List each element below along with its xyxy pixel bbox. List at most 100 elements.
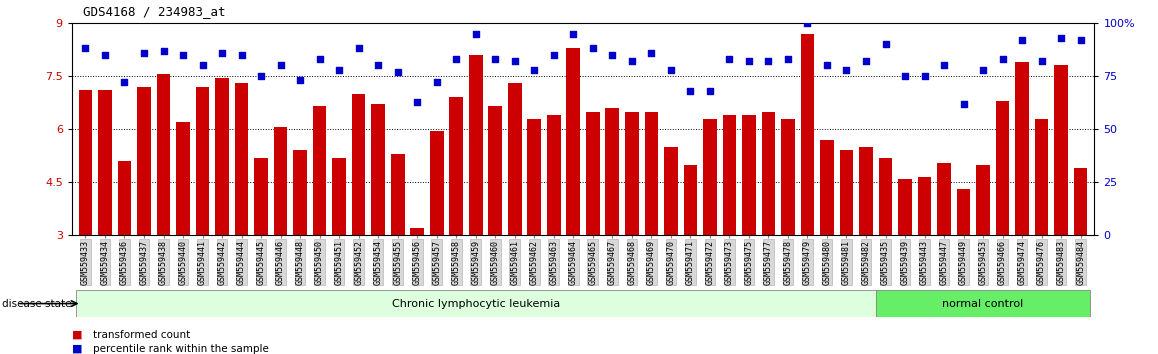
Bar (352, 94, 366, 235)
Bar (410, 228, 424, 235)
Bar (1035, 119, 1048, 235)
Text: normal control: normal control (943, 298, 1024, 309)
Point (857, 58, 875, 64)
Bar (859, 147, 873, 235)
Bar (156, 74, 170, 235)
Bar (98, 90, 112, 235)
Bar (1073, 168, 1087, 235)
Point (798, 20, 816, 26)
Point (193, 63, 212, 68)
Bar (1054, 65, 1068, 235)
Point (954, 101, 973, 107)
Bar (118, 161, 131, 235)
Bar (762, 112, 775, 235)
Bar (899, 179, 911, 235)
Text: ■: ■ (72, 344, 82, 354)
Point (447, 56, 466, 62)
Bar (664, 147, 677, 235)
Bar (196, 87, 210, 235)
Bar (937, 163, 951, 235)
Bar (840, 150, 853, 235)
Bar (1016, 62, 1029, 235)
Point (935, 63, 953, 68)
Bar (820, 140, 834, 235)
Point (134, 50, 153, 56)
Bar (430, 131, 444, 235)
Text: transformed count: transformed count (93, 330, 190, 339)
Point (251, 73, 270, 79)
Point (271, 63, 290, 68)
Point (544, 52, 563, 58)
Point (76, 46, 95, 51)
Bar (176, 122, 190, 235)
Bar (742, 115, 756, 235)
Bar (391, 154, 404, 235)
Bar (606, 108, 620, 235)
Bar (449, 97, 463, 235)
Point (213, 50, 232, 56)
Bar (332, 158, 346, 235)
Point (291, 78, 309, 83)
Text: disease state: disease state (2, 298, 72, 309)
Point (330, 67, 349, 73)
Point (818, 63, 836, 68)
Bar (313, 106, 327, 235)
Bar (137, 87, 151, 235)
Point (584, 46, 602, 51)
Bar (996, 101, 1010, 235)
Bar (683, 165, 697, 235)
Bar (235, 83, 249, 235)
Bar (215, 78, 229, 235)
Point (701, 88, 719, 94)
Point (603, 52, 622, 58)
Point (525, 67, 543, 73)
Bar (800, 34, 814, 235)
Point (233, 52, 251, 58)
Bar (782, 119, 794, 235)
Point (778, 56, 797, 62)
Bar (875, 290, 1091, 317)
Bar (547, 115, 560, 235)
Bar (273, 127, 287, 235)
Point (350, 46, 368, 51)
Point (720, 56, 739, 62)
Point (1071, 37, 1090, 43)
Bar (723, 115, 736, 235)
Point (994, 56, 1012, 62)
Point (408, 99, 426, 104)
Bar (372, 104, 384, 235)
Point (388, 69, 406, 75)
Bar (957, 189, 970, 235)
Bar (917, 177, 931, 235)
Text: Chronic lymphocytic leukemia: Chronic lymphocytic leukemia (391, 298, 559, 309)
Bar (255, 158, 267, 235)
Text: ■: ■ (72, 330, 82, 339)
Bar (879, 158, 893, 235)
Bar (79, 90, 93, 235)
Point (154, 48, 173, 53)
Point (427, 80, 446, 85)
Point (681, 88, 699, 94)
Point (174, 52, 192, 58)
Point (115, 80, 133, 85)
Bar (527, 119, 541, 235)
Point (642, 50, 660, 56)
Point (661, 67, 680, 73)
Bar (293, 150, 307, 235)
Point (1033, 58, 1051, 64)
Point (467, 31, 485, 36)
Bar (703, 119, 717, 235)
Point (896, 73, 915, 79)
Point (623, 58, 642, 64)
Text: percentile rank within the sample: percentile rank within the sample (93, 344, 269, 354)
Point (96, 52, 115, 58)
Bar (75, 290, 875, 317)
Bar (645, 112, 658, 235)
Point (837, 67, 856, 73)
Point (974, 67, 992, 73)
Point (486, 56, 505, 62)
Point (915, 73, 933, 79)
Point (1013, 37, 1032, 43)
Bar (976, 165, 990, 235)
Point (740, 58, 758, 64)
